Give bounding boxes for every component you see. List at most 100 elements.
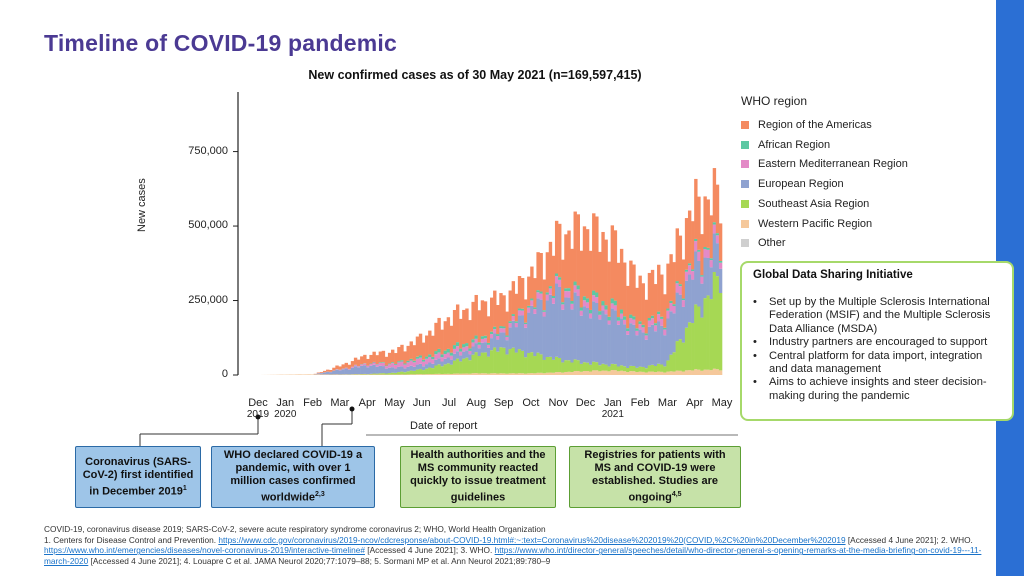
bar-segment — [697, 306, 701, 370]
legend-item: Southeast Asia Region — [741, 198, 869, 210]
legend-title: WHO region — [741, 94, 808, 108]
bar-segment — [455, 351, 460, 359]
bar-segment — [384, 366, 389, 369]
bar-segment — [524, 327, 528, 358]
bar-segment — [415, 356, 420, 359]
bar-segment — [363, 354, 367, 364]
bar-segment — [425, 364, 429, 369]
bar-segment — [443, 364, 447, 374]
bar-segment — [592, 370, 596, 375]
gdsi-title: Global Data Sharing Initiative — [753, 269, 913, 281]
bar-segment — [613, 305, 618, 311]
bar-segment — [480, 300, 485, 337]
bar-segment — [533, 356, 537, 374]
bar-segment — [409, 341, 413, 359]
bar-segment — [412, 370, 417, 375]
bar-segment — [675, 281, 679, 284]
bar-segment — [431, 356, 435, 360]
bar-segment — [505, 311, 509, 336]
bar-segment — [570, 362, 574, 373]
bar-segment — [545, 252, 550, 293]
x-tick-year: 2020 — [274, 409, 297, 420]
bar-segment — [691, 271, 695, 280]
bar-segment — [687, 322, 692, 371]
bar-segment — [363, 374, 367, 375]
bar-segment — [449, 355, 454, 360]
bar-segment — [585, 308, 590, 363]
bar-segment — [465, 343, 469, 347]
bar-segment — [409, 360, 413, 366]
bar-segment — [428, 374, 432, 375]
legend-item: Eastern Mediterranean Region — [741, 158, 908, 170]
bar-segment — [326, 374, 330, 375]
legend-label: European Region — [758, 178, 844, 191]
bar-segment — [582, 362, 587, 372]
bar-segment — [483, 352, 488, 374]
bar-segment — [554, 220, 559, 274]
bar-segment — [623, 319, 627, 325]
bar-segment — [694, 238, 698, 242]
bar-segment — [400, 374, 404, 375]
bar-segment — [381, 350, 386, 363]
legend-swatch — [741, 140, 749, 149]
bar-segment — [403, 364, 407, 369]
bar-segment — [629, 260, 633, 315]
bar-segment — [508, 290, 512, 322]
bar-segment — [619, 248, 624, 310]
bar-segment — [486, 373, 491, 375]
bar-segment — [338, 366, 342, 370]
bar-segment — [480, 373, 485, 375]
bar-segment — [530, 298, 534, 301]
legend-item: Other — [741, 237, 786, 249]
bar-segment — [471, 301, 475, 340]
bar-segment — [607, 320, 611, 325]
bar-segment — [663, 366, 667, 373]
bar-segment — [391, 362, 395, 364]
bar-segment — [595, 292, 599, 298]
bar-segment — [440, 329, 444, 355]
bar-segment — [524, 324, 528, 328]
bar-segment — [669, 303, 673, 312]
bar-segment — [632, 366, 636, 372]
bar-segment — [455, 346, 460, 352]
x-tick-label: Sep — [493, 397, 514, 409]
legend-label: African Region — [758, 138, 831, 151]
bar-segment — [483, 301, 488, 336]
bar-segment — [663, 327, 667, 330]
bar-segment — [576, 214, 580, 286]
ref1-link[interactable]: https://www.cdc.gov/coronavirus/2019-nco… — [218, 534, 846, 545]
bar-segment — [632, 319, 636, 325]
bar-segment — [415, 369, 420, 375]
bar-segment — [626, 328, 630, 332]
event-text: WHO declared COVID-19 a pandemic, with o… — [223, 449, 363, 504]
bar-segment — [295, 374, 299, 375]
bar-segment — [564, 371, 568, 375]
bar-segment — [363, 373, 367, 375]
bar-segment — [496, 373, 500, 375]
bar-segment — [641, 332, 645, 367]
bar-segment — [381, 373, 386, 375]
ref2-link[interactable]: https://www.who.int/emergencies/diseases… — [44, 545, 365, 556]
bar-segment — [539, 253, 543, 292]
bar-segment — [616, 262, 621, 318]
bar-segment — [508, 349, 512, 374]
ref3-link[interactable]: https://www.who.int/director-general/spe… — [44, 545, 982, 566]
bar-segment — [626, 371, 630, 375]
bar-segment — [718, 262, 723, 269]
event-ref: 4,5 — [671, 491, 682, 499]
bar-segment — [660, 274, 664, 317]
bar-segment — [428, 367, 432, 375]
bar-segment — [335, 365, 339, 370]
bar-segment — [551, 295, 556, 299]
bar-segment — [397, 372, 401, 375]
bar-segment — [415, 336, 420, 357]
bar-segment — [326, 369, 330, 372]
bar-segment — [353, 357, 358, 365]
bar-segment — [406, 360, 410, 363]
references: 1. Centers for Disease Control and Preve… — [44, 535, 1004, 567]
ref2-access: [Accessed 4 June 2021]; 3. WHO. — [367, 545, 493, 556]
bar-segment — [335, 374, 339, 375]
bar-segment — [588, 250, 593, 310]
bar-segment — [650, 371, 655, 375]
bar-segment — [629, 314, 633, 319]
